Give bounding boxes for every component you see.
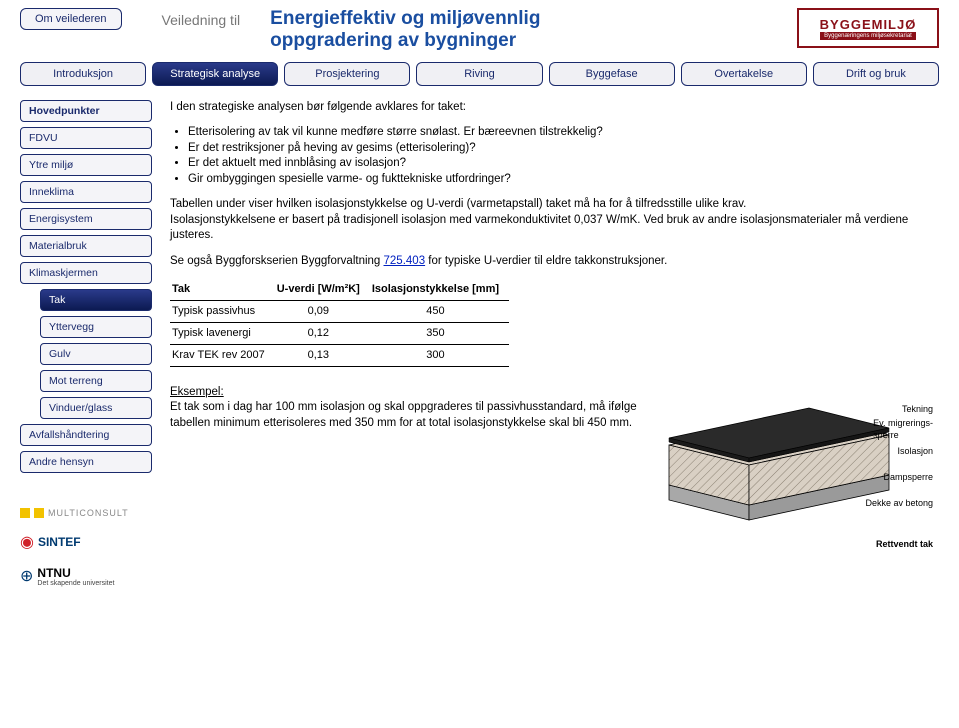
th-tak: Tak (170, 279, 275, 300)
sidebar-materialbruk[interactable]: Materialbruk (20, 235, 152, 257)
cell: 0,09 (275, 301, 370, 323)
para2b: for typiske U-verdier til eldre takkonst… (425, 255, 667, 267)
uverdi-table: Tak U-verdi [W/m²K] Isolasjonstykkelse [… (170, 279, 509, 366)
example-label: Eksempel: (170, 386, 224, 398)
title-line-1: Energieffektiv og miljøvennlig (270, 8, 540, 29)
bullet-3: Er det aktuelt med innblåsing av isolasj… (188, 156, 939, 172)
nav-introduksjon[interactable]: Introduksjon (20, 62, 146, 86)
partner-logos: MULTICONSULT ◉ SINTEF ⊕ NTNU Det skapend… (20, 508, 152, 587)
label-migrering: Ev. migrerings- sperre (873, 417, 933, 441)
sidebar-gulv[interactable]: Gulv (40, 343, 152, 365)
sidebar-yttervegg[interactable]: Yttervegg (40, 316, 152, 338)
sintef-text: SINTEF (38, 535, 81, 549)
para1b: Isolasjonstykkelsene er basert på tradis… (170, 214, 908, 242)
sidebar-mot-terreng[interactable]: Mot terreng (40, 370, 152, 392)
cell: 450 (370, 301, 509, 323)
cell: Typisk lavenergi (170, 323, 275, 345)
page-title: Energieffektiv og miljøvennlig oppgrader… (270, 8, 797, 52)
sidebar-klimaskjermen[interactable]: Klimaskjermen (20, 262, 152, 284)
label-dampsperre: Dampsperre (883, 471, 933, 483)
table-row: Krav TEK rev 2007 0,13 300 (170, 344, 509, 366)
cell: 300 (370, 344, 509, 366)
th-isolasjon: Isolasjonstykkelse [mm] (370, 279, 509, 300)
cell: 0,13 (275, 344, 370, 366)
multiconsult-text: MULTICONSULT (48, 508, 129, 518)
para1a: Tabellen under viser hvilken isolasjonst… (170, 198, 746, 210)
title-line-2: oppgradering av bygninger (270, 30, 516, 51)
sidebar-hovedpunkter[interactable]: Hovedpunkter (20, 100, 152, 122)
sidebar-fdvu[interactable]: FDVU (20, 127, 152, 149)
ntnu-sub: Det skapende universitet (37, 580, 114, 587)
cell: Typisk passivhus (170, 301, 275, 323)
intro-text: I den strategiske analysen bør følgende … (170, 100, 939, 116)
nav-drift-og-bruk[interactable]: Drift og bruk (813, 62, 939, 86)
sidebar-vinduer-glass[interactable]: Vinduer/glass (40, 397, 152, 419)
nav-overtakelse[interactable]: Overtakelse (681, 62, 807, 86)
about-tab[interactable]: Om veilederen (20, 8, 122, 30)
intro-bullets: Etterisolering av tak vil kunne medføre … (188, 125, 939, 187)
main-nav: Introduksjon Strategisk analyse Prosjekt… (0, 56, 959, 94)
cell: 350 (370, 323, 509, 345)
bullet-1: Etterisolering av tak vil kunne medføre … (188, 125, 939, 141)
bullet-2: Er det restriksjoner på heving av gesims… (188, 141, 939, 157)
main-content: I den strategiske analysen bør følgende … (170, 100, 939, 587)
table-row: Typisk lavenergi 0,12 350 (170, 323, 509, 345)
label-isolasjon: Isolasjon (897, 445, 933, 457)
example-body: Et tak som i dag har 100 mm isolasjon og… (170, 401, 637, 429)
para2a: Se også Byggforskserien Byggforvaltning (170, 255, 384, 267)
cell: 0,12 (275, 323, 370, 345)
table-row: Typisk passivhus 0,09 450 (170, 301, 509, 323)
byggemiljo-logo: BYGGEMILJØ Byggenæringens miljøsekretari… (797, 8, 939, 48)
bullet-4: Gir ombyggingen spesielle varme- og fukt… (188, 172, 939, 188)
th-uverdi: U-verdi [W/m²K] (275, 279, 370, 300)
sidebar-andre-hensyn[interactable]: Andre hensyn (20, 451, 152, 473)
logo-sintef: ◉ SINTEF (20, 532, 152, 552)
logo-multiconsult: MULTICONSULT (20, 508, 152, 518)
sidebar-tak[interactable]: Tak (40, 289, 152, 311)
label-dekke: Dekke av betong (865, 497, 933, 509)
sidebar: Hovedpunkter FDVU Ytre miljø Inneklima E… (20, 100, 152, 587)
logo-subtitle: Byggenæringens miljøsekretariat (820, 32, 916, 40)
diagram-caption: Rettvendt tak (876, 538, 933, 550)
logo-ntnu: ⊕ NTNU Det skapende universitet (20, 566, 152, 587)
guide-label: Veiledning til (162, 12, 241, 28)
sidebar-ytre-miljo[interactable]: Ytre miljø (20, 154, 152, 176)
sidebar-energisystem[interactable]: Energisystem (20, 208, 152, 230)
nav-riving[interactable]: Riving (416, 62, 542, 86)
nav-prosjektering[interactable]: Prosjektering (284, 62, 410, 86)
nav-strategisk-analyse[interactable]: Strategisk analyse (152, 62, 278, 86)
roof-diagram: Tekning Ev. migrerings- sperre Isolasjon… (659, 385, 939, 551)
cell: Krav TEK rev 2007 (170, 344, 275, 366)
sidebar-avfallshandtering[interactable]: Avfallshåndtering (20, 424, 152, 446)
ntnu-text: NTNU (37, 566, 114, 580)
sidebar-inneklima[interactable]: Inneklima (20, 181, 152, 203)
logo-title: BYGGEMILJØ (820, 17, 917, 32)
link-725-403[interactable]: 725.403 (384, 255, 426, 267)
nav-byggefase[interactable]: Byggefase (549, 62, 675, 86)
label-tekning: Tekning (902, 403, 933, 415)
